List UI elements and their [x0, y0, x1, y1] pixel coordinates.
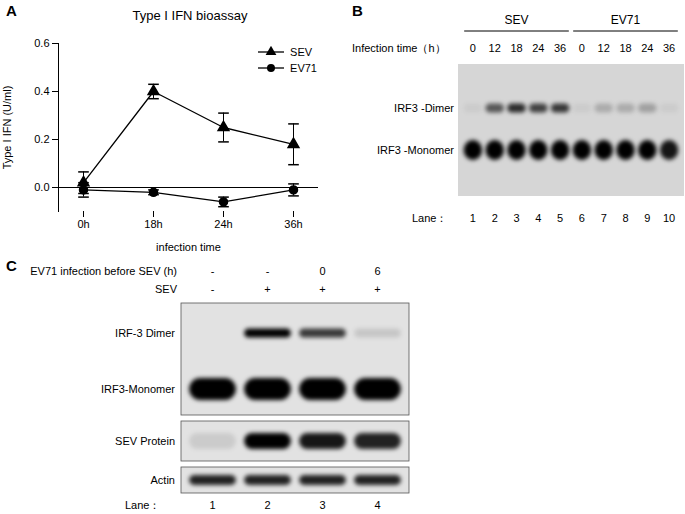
svg-text:12: 12 — [489, 42, 501, 54]
svg-text:Lane：: Lane： — [125, 499, 160, 511]
svg-text:IRF3 -Dimer: IRF3 -Dimer — [394, 102, 454, 114]
svg-text:Actin: Actin — [151, 474, 175, 486]
svg-text:SEV: SEV — [504, 13, 528, 27]
svg-text:1: 1 — [470, 212, 476, 224]
svg-text:0: 0 — [579, 42, 585, 54]
svg-text:24h: 24h — [214, 218, 232, 230]
svg-text:1: 1 — [209, 499, 215, 511]
svg-text:9: 9 — [644, 212, 650, 224]
svg-text:6: 6 — [374, 265, 380, 277]
svg-text:-: - — [211, 283, 215, 295]
svg-text:18h: 18h — [144, 218, 162, 230]
svg-text:0: 0 — [470, 42, 476, 54]
svg-text:EV71: EV71 — [611, 13, 641, 27]
svg-text:SEV: SEV — [155, 283, 178, 295]
html-text:A: A — [6, 2, 17, 19]
svg-text:18: 18 — [510, 42, 522, 54]
svg-text:IRF3 -Monomer: IRF3 -Monomer — [377, 144, 454, 156]
svg-text:-: - — [211, 265, 215, 277]
svg-text:12: 12 — [598, 42, 610, 54]
svg-text:+: + — [319, 283, 325, 295]
svg-text:24: 24 — [532, 42, 544, 54]
svg-text:+: + — [264, 283, 270, 295]
svg-text:SEV Protein: SEV Protein — [115, 435, 175, 447]
svg-text:8: 8 — [622, 212, 628, 224]
svg-text:0h: 0h — [77, 218, 89, 230]
svg-text:10: 10 — [663, 212, 675, 224]
svg-text:7: 7 — [601, 212, 607, 224]
svg-text:0.6: 0.6 — [34, 37, 49, 49]
svg-text:3: 3 — [319, 499, 325, 511]
svg-text:+: + — [374, 283, 380, 295]
svg-text:B: B — [352, 2, 363, 19]
svg-text:4: 4 — [535, 212, 541, 224]
svg-text:0.4: 0.4 — [34, 85, 49, 97]
svg-text:IRF-3 Dimer: IRF-3 Dimer — [115, 327, 175, 339]
svg-text:Type I IFN (U/ml): Type I IFN (U/ml) — [1, 86, 13, 170]
svg-text:infection time: infection time — [156, 241, 221, 253]
html-text:Type I IFN bioassay: Type I IFN bioassay — [132, 8, 248, 23]
svg-text:24: 24 — [641, 42, 653, 54]
svg-text:-: - — [266, 265, 270, 277]
svg-text:IRF3-Monomer: IRF3-Monomer — [101, 383, 175, 395]
svg-text:Infection time（h）: Infection time（h） — [352, 42, 446, 54]
html-text:EV71: EV71 — [290, 62, 317, 74]
svg-text:36: 36 — [554, 42, 566, 54]
svg-text:2: 2 — [264, 499, 270, 511]
svg-text:Lane：: Lane： — [412, 212, 447, 224]
svg-text:18: 18 — [619, 42, 631, 54]
svg-text:36h: 36h — [284, 218, 302, 230]
html-text:SEV: SEV — [290, 46, 313, 58]
svg-text:0.0: 0.0 — [34, 181, 49, 193]
svg-text:C: C — [6, 257, 17, 274]
svg-text:3: 3 — [513, 212, 519, 224]
svg-text:5: 5 — [557, 212, 563, 224]
svg-text:0: 0 — [319, 265, 325, 277]
svg-text:2: 2 — [492, 212, 498, 224]
svg-text:0.2: 0.2 — [34, 133, 49, 145]
svg-text:EV71 infection before SEV (h): EV71 infection before SEV (h) — [30, 265, 177, 277]
svg-text:6: 6 — [579, 212, 585, 224]
svg-text:36: 36 — [663, 42, 675, 54]
svg-text:4: 4 — [374, 499, 380, 511]
